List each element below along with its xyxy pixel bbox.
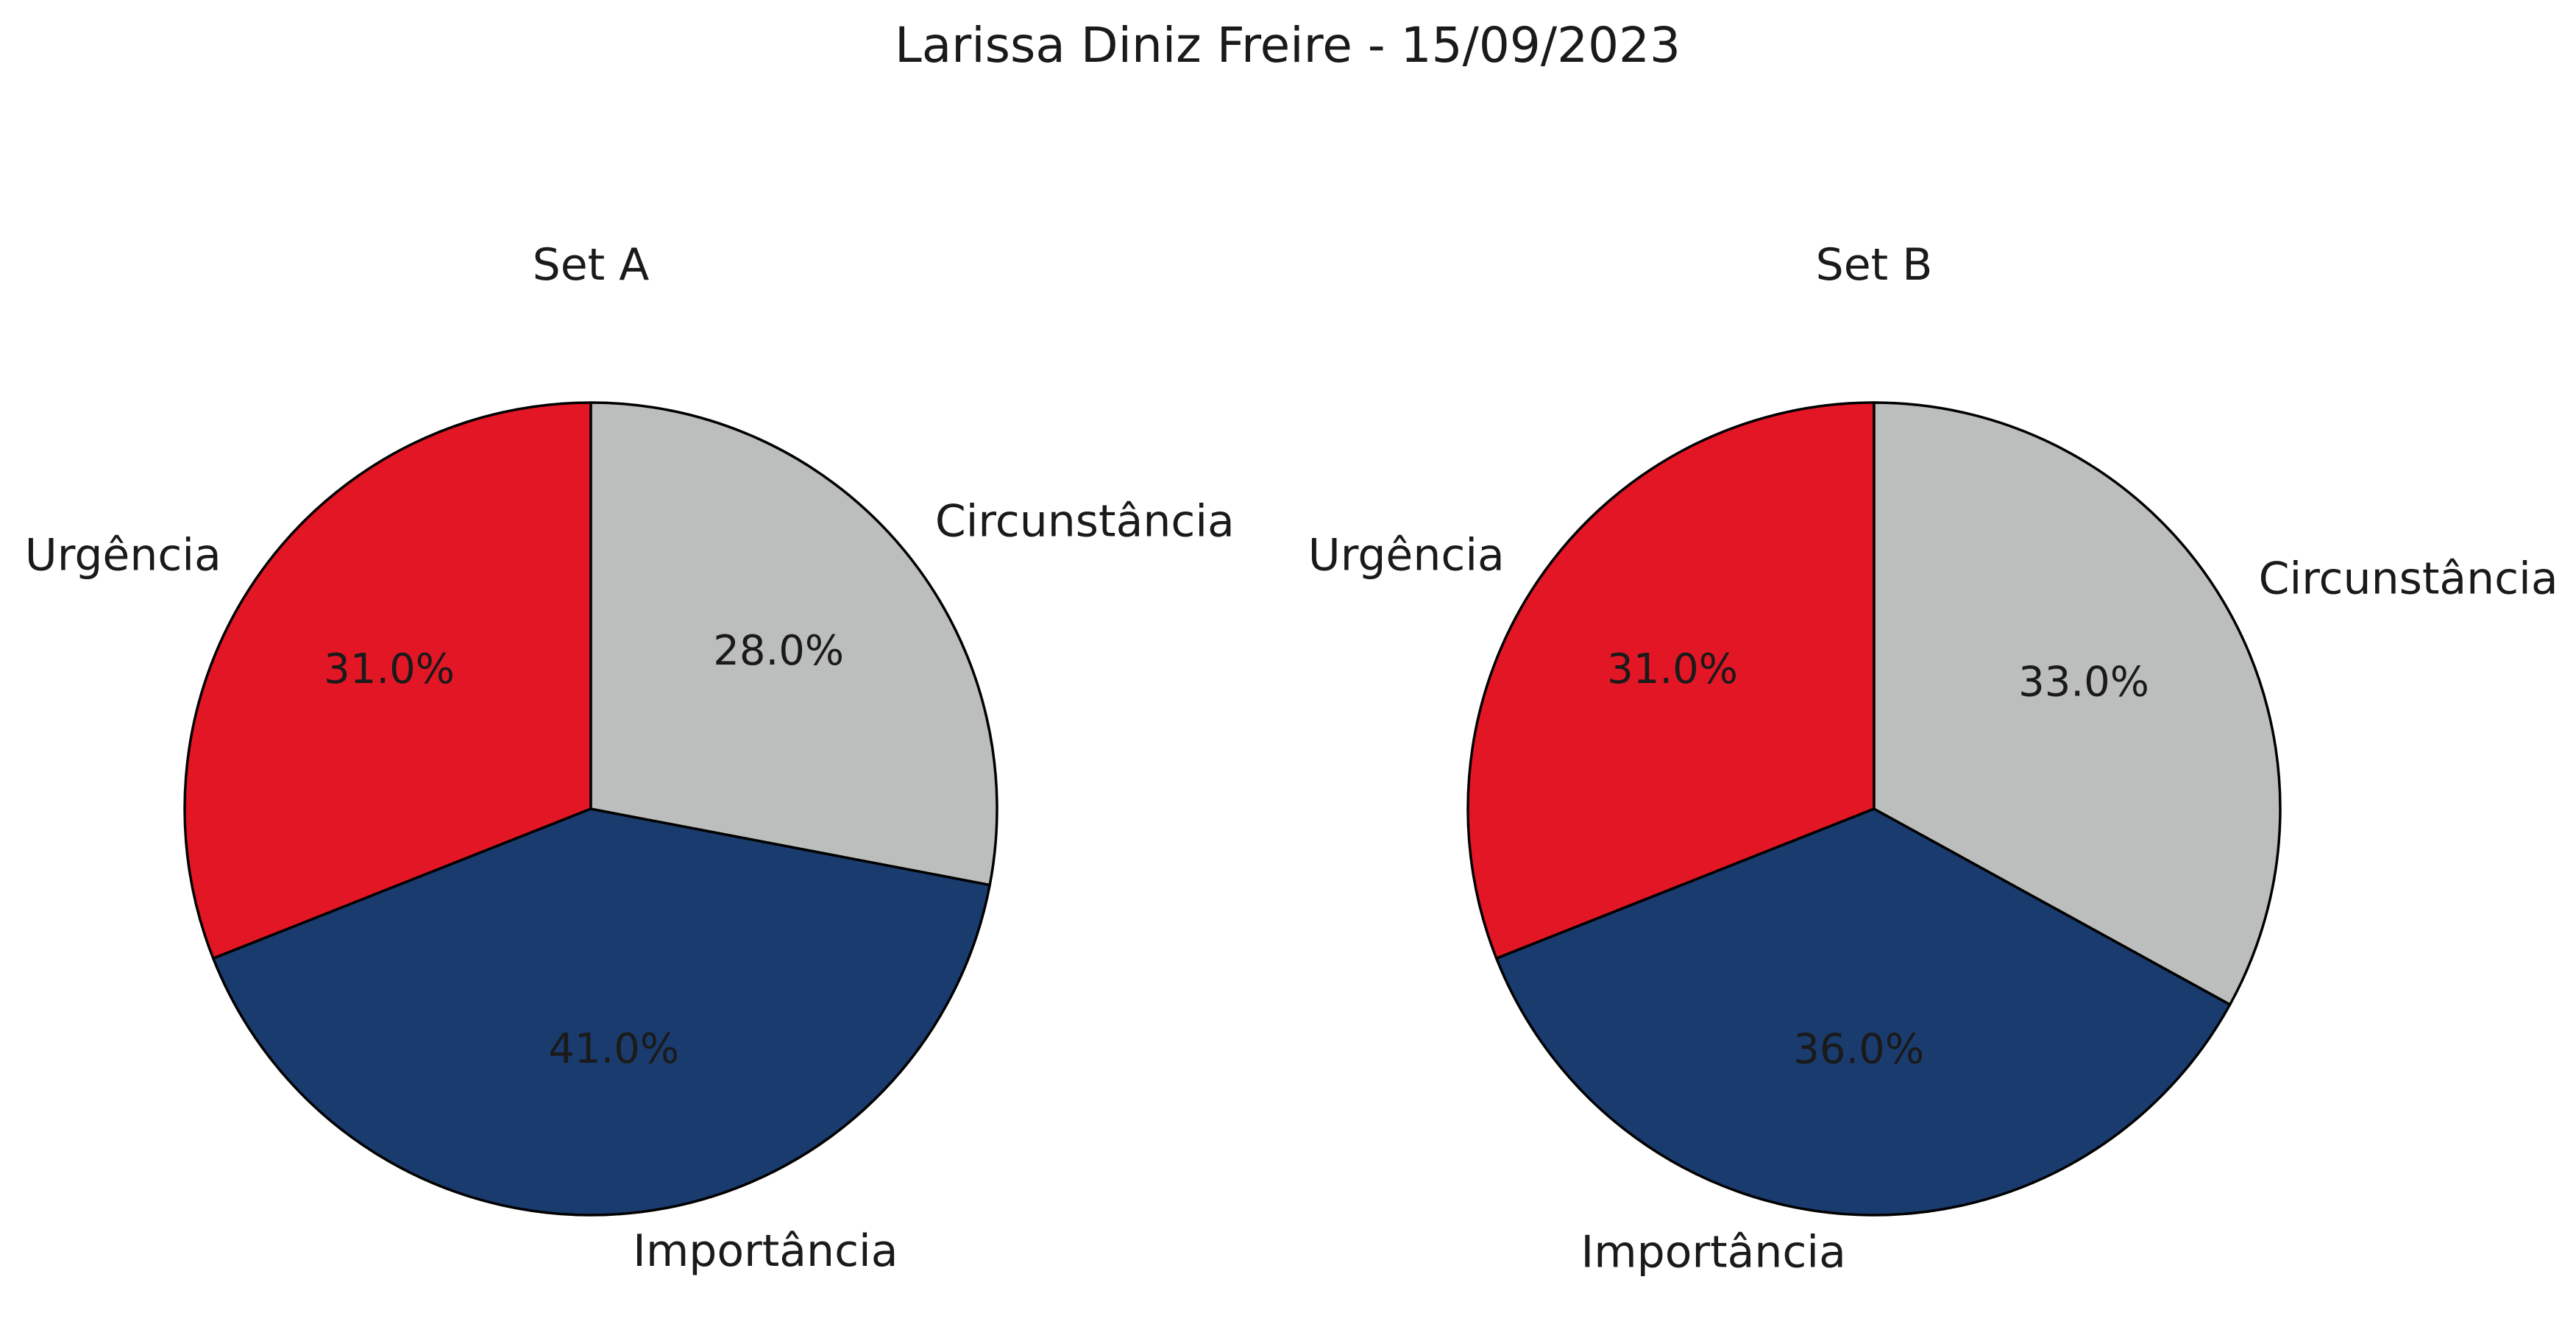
slice-category-label: Urgência [25, 529, 221, 581]
pie-slice [1495, 807, 2232, 1217]
slice-value-label: 36.0% [1793, 1026, 1924, 1074]
slice-value-label: 31.0% [1607, 645, 1738, 693]
pie-slice [183, 401, 592, 960]
pie-chart-2: Set B Urgência 31.0% Importância 36.0% Circun… [1308, 239, 2558, 1278]
pie-slice [1873, 401, 2282, 1006]
slice-category-label: Circunstância [2259, 553, 2558, 605]
slice-value-label: 28.0% [713, 627, 844, 675]
slice-category-label: Importância [1581, 1227, 1846, 1278]
slice-category-label: Urgência [1308, 529, 1505, 581]
pie-slice [1466, 401, 1876, 960]
figure-title: Larissa Diniz Freire - 15/09/2023 [895, 17, 1681, 74]
pie-title: Set B [1816, 239, 1933, 291]
slice-value-label: 33.0% [2018, 659, 2149, 707]
slice-value-label: 41.0% [548, 1025, 679, 1073]
pie-title: Set A [533, 239, 650, 291]
slice-value-label: 31.0% [324, 645, 455, 693]
slice-category-label: Circunstância [935, 496, 1235, 548]
pie-slice [212, 807, 991, 1217]
pie-chart-1: Set A Urgência 31.0% Importância 41.0% Circun… [25, 239, 1235, 1277]
pie-slice [589, 401, 998, 887]
slice-category-label: Importância [633, 1225, 898, 1277]
pies-group: Set A Urgência 31.0% Importância 41.0% Circun… [25, 239, 2558, 1278]
